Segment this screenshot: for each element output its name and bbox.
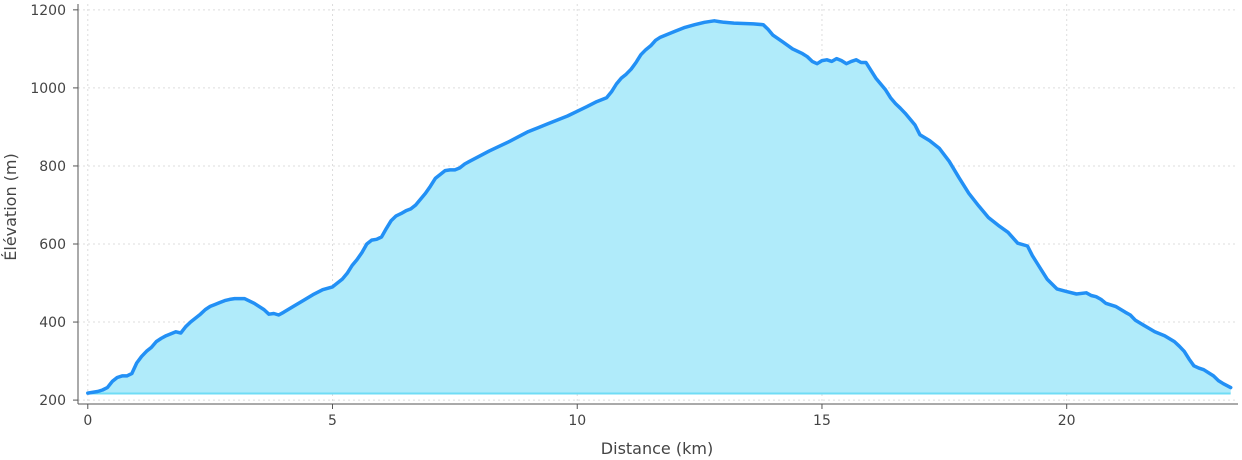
elevation-area-fill: [87, 20, 1231, 394]
axes: [77, 4, 1238, 405]
x-tick-label: 15: [813, 413, 831, 429]
x-tick-label: 0: [83, 413, 92, 429]
x-axis-ticks: 0 5 10 15 20: [83, 404, 1076, 429]
y-tick-label: 400: [39, 315, 66, 331]
y-axis-ticks: 200 400 600 800 1000 1200: [30, 3, 78, 409]
x-tick-label: 5: [328, 413, 337, 429]
y-tick-label: 600: [39, 237, 66, 253]
elevation-line: [86, 19, 1233, 395]
x-tick-label: 10: [568, 413, 586, 429]
y-axis-label: Élévation (m): [1, 153, 20, 260]
y-tick-label: 1200: [30, 3, 66, 19]
x-axis-label: Distance (km): [601, 439, 713, 458]
y-tick-label: 1000: [30, 81, 66, 97]
y-tick-label: 800: [39, 159, 66, 175]
y-tick-label: 200: [39, 393, 66, 409]
x-tick-label: 20: [1058, 413, 1076, 429]
